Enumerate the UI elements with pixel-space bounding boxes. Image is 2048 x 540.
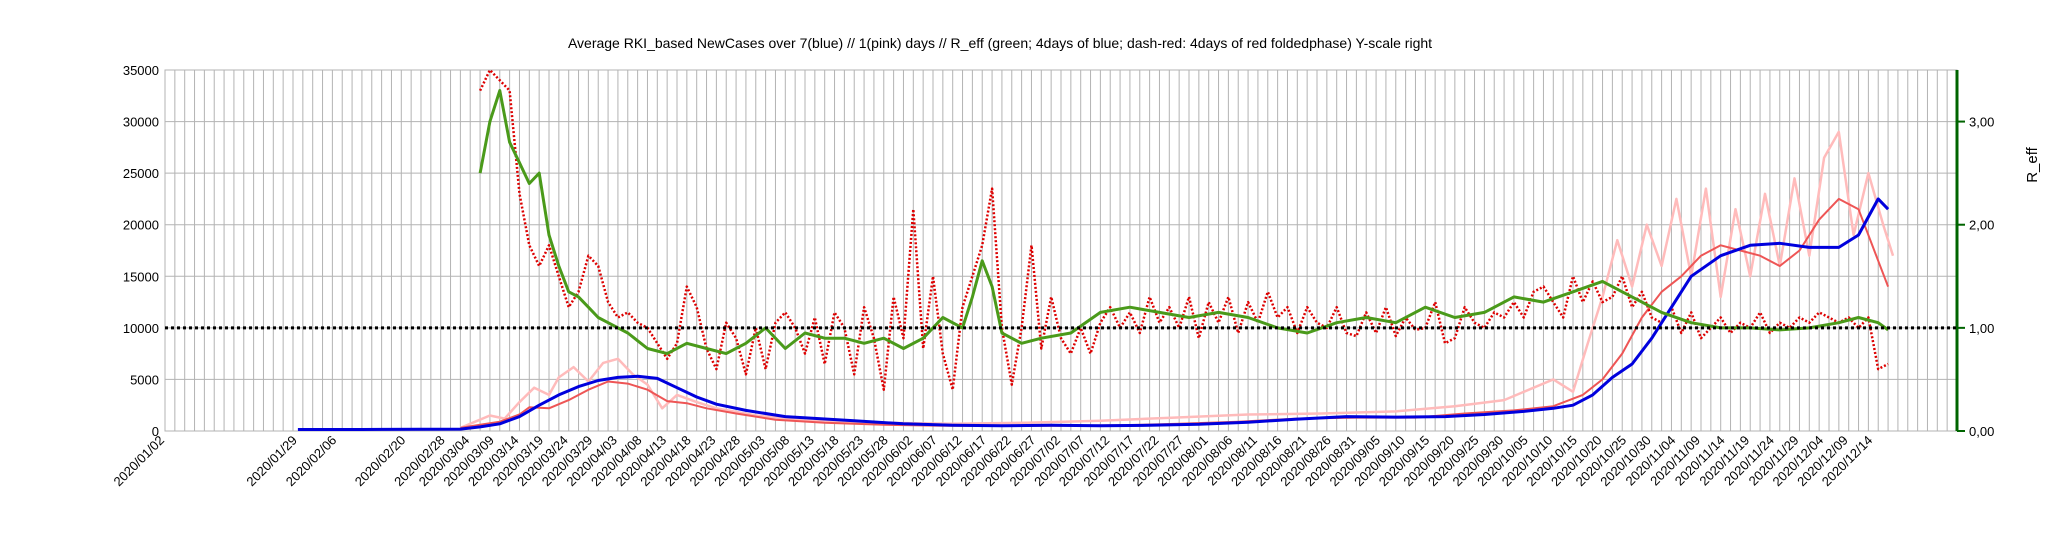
series-line-4 <box>478 68 1889 391</box>
y-tick-label: 30000 <box>123 115 159 130</box>
y2-tick-label: 3,00 <box>1969 115 1994 130</box>
y2-tick-label: 2,00 <box>1969 218 1994 233</box>
y2-tick-label: 1,00 <box>1969 321 1994 336</box>
y-tick-label: 25000 <box>123 166 159 181</box>
x-tick-label: 2020/01/02 <box>110 433 167 490</box>
grid <box>164 69 1958 432</box>
left-y-axis: 0 5000 10000 15000 20000 25000 30000 35000 <box>123 63 159 439</box>
y-tick-label: 15000 <box>123 269 159 284</box>
y2-tick-label: 0,00 <box>1969 424 1994 439</box>
right-axis-label: R_eff <box>2024 146 2041 182</box>
right-y-axis: 0,00 1,00 2,00 3,00 <box>1955 70 1994 439</box>
y-tick-label: 5000 <box>130 372 159 387</box>
series-line-2 <box>459 130 1895 430</box>
y-tick-label: 20000 <box>123 218 159 233</box>
series-line-3 <box>478 89 1889 356</box>
series-group <box>297 68 1895 431</box>
chart-title: Average RKI_based NewCases over 7(blue) … <box>568 35 1432 51</box>
y-tick-label: 35000 <box>123 63 159 78</box>
series-line-0 <box>297 197 1890 431</box>
y-tick-label: 0 <box>152 424 159 439</box>
y-tick-label: 10000 <box>123 321 159 336</box>
